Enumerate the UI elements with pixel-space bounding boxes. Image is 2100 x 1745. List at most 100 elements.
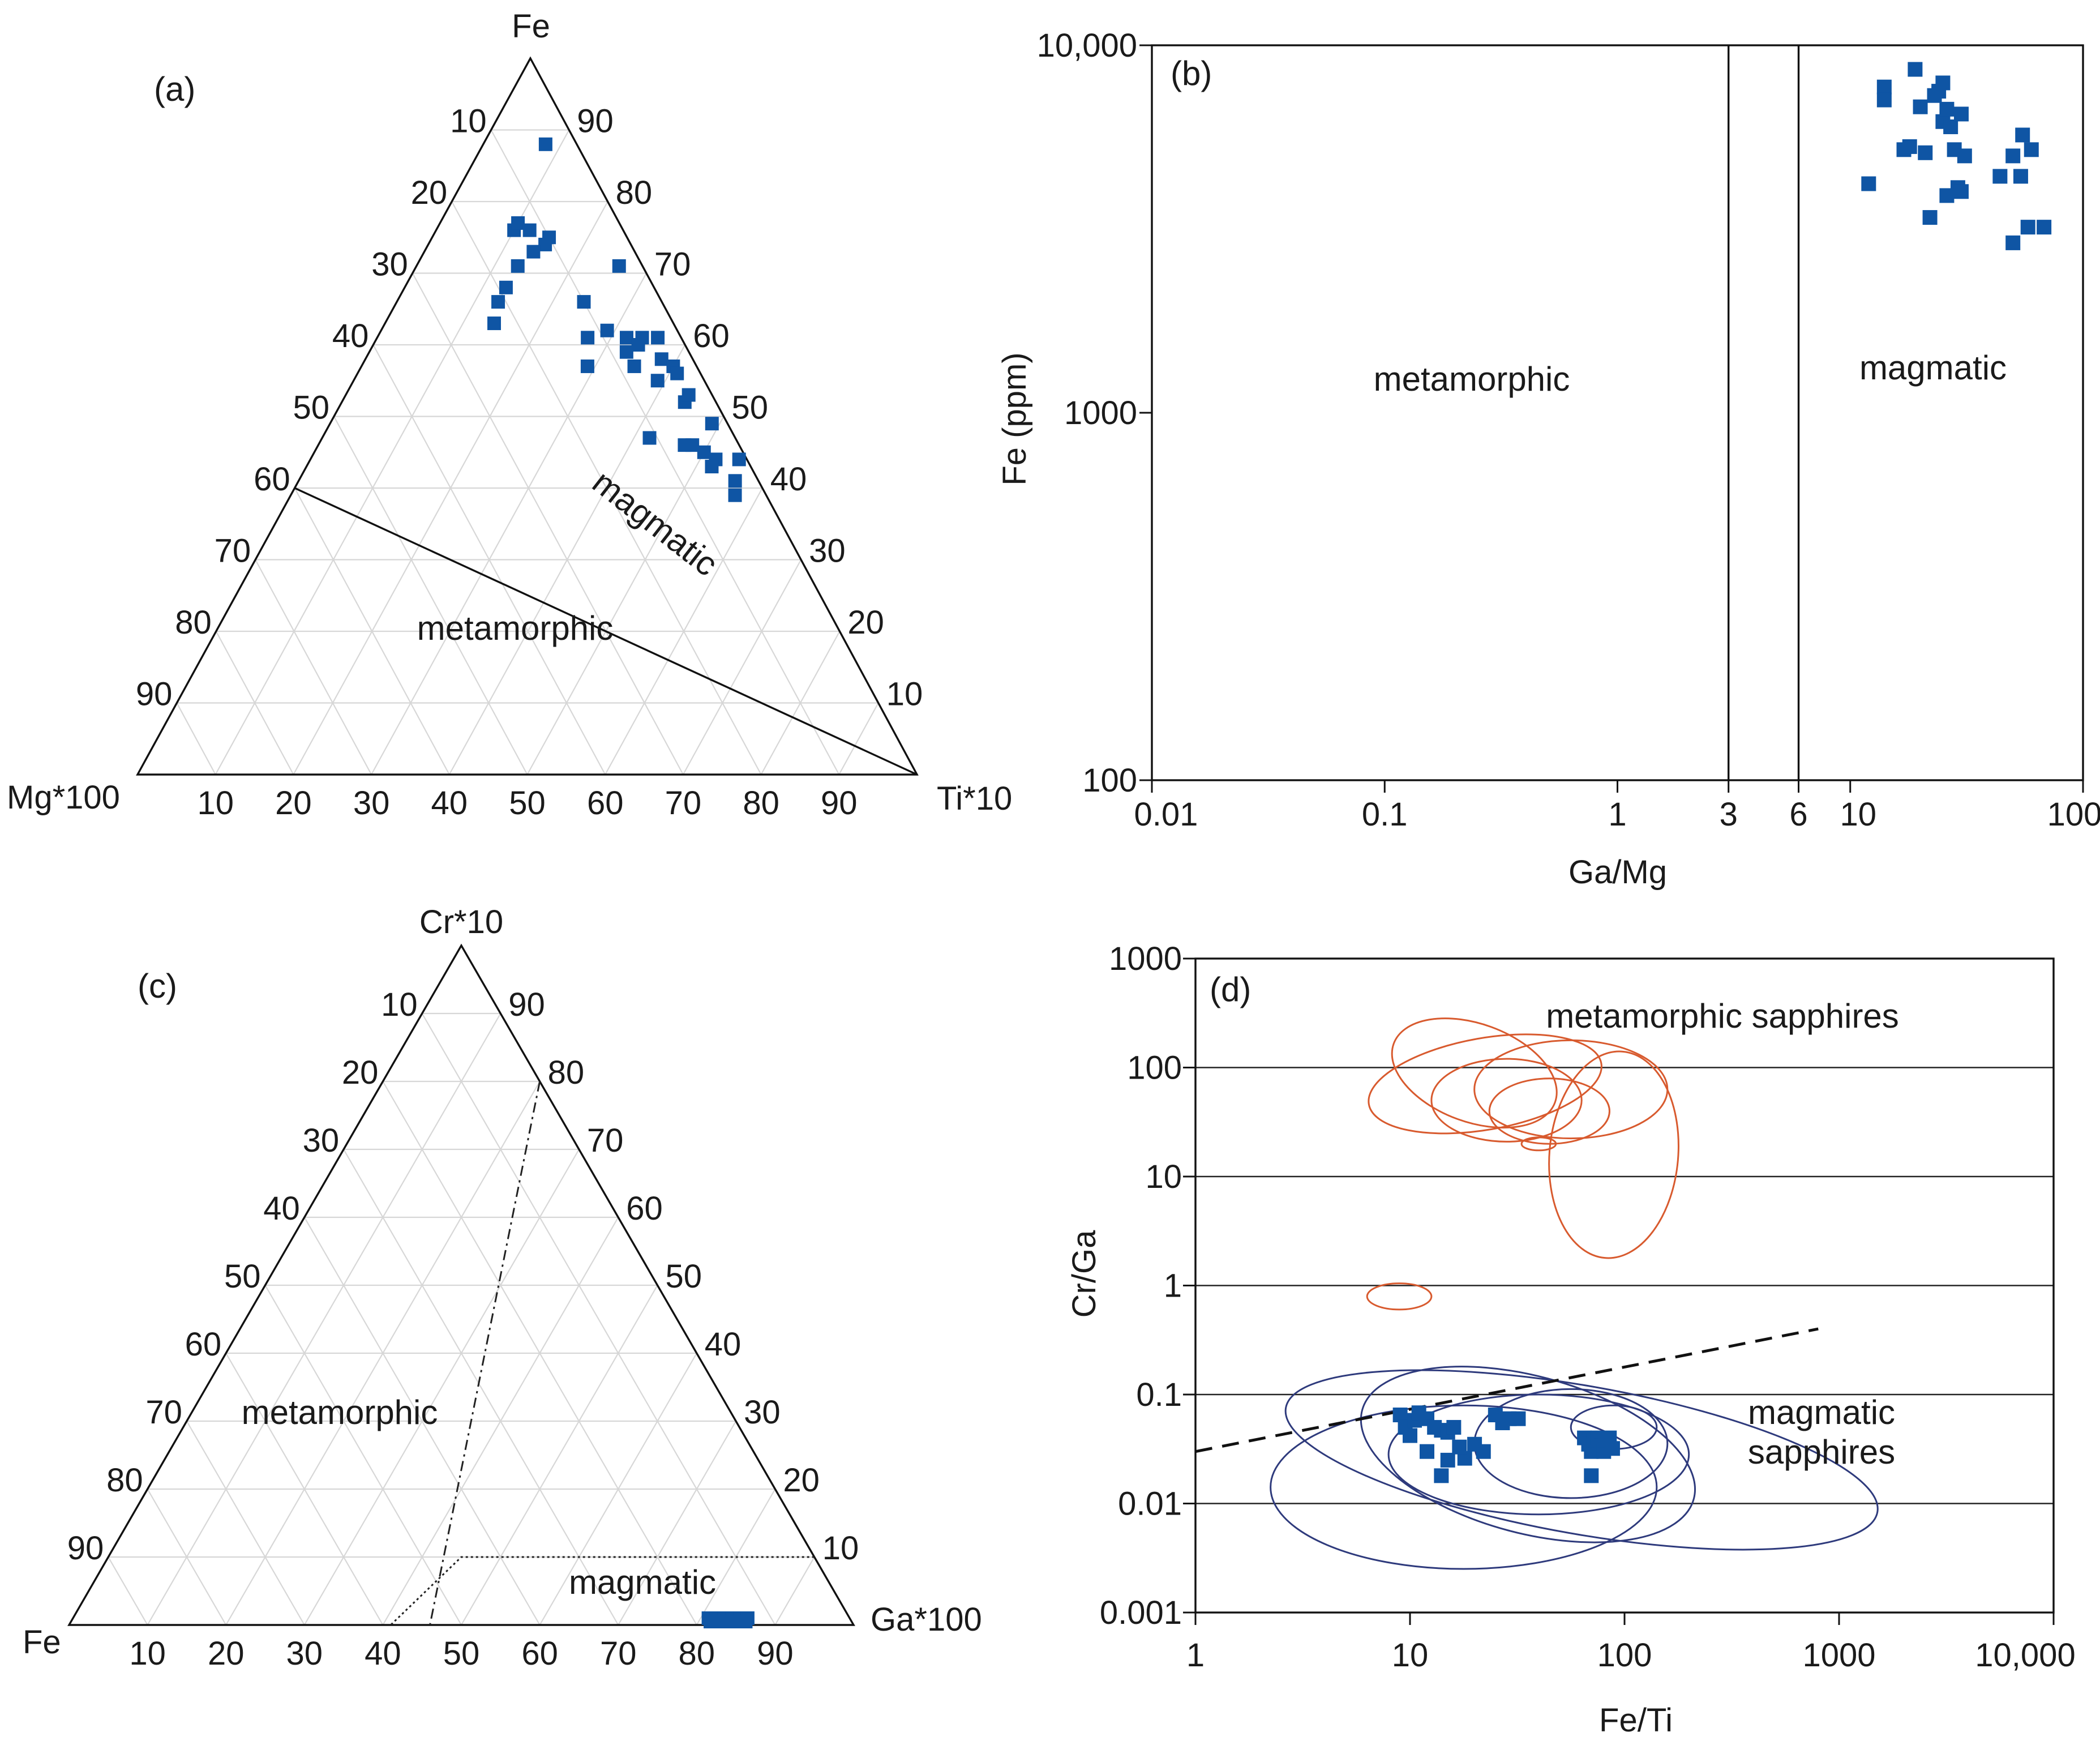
tick-label: 70 [665,785,702,822]
sample-point [619,331,633,345]
sample-point [577,295,591,309]
magmatic-field [1360,1366,1696,1543]
tick-label: 30 [744,1394,781,1431]
sample-point [1953,106,1969,122]
sample-point [511,216,525,230]
tick-label: 30 [371,246,408,283]
sample-point [1511,1411,1526,1426]
tick-label: 10 [129,1635,166,1672]
tick-label: 60 [185,1326,222,1363]
grid-line [186,1421,305,1626]
grid-line [333,416,528,775]
region-magmatic-label: magmatic [569,1563,716,1601]
panel-d-chart: 1 10 100 1000 10,000 0.0010.010.11101001000 … [1066,940,2076,1739]
grid-line [682,559,802,775]
sample-point [1440,1452,1455,1468]
sample-point [654,352,668,366]
y-axis-label-cr-ga: Cr/Ga [1066,1230,1103,1318]
tick-label: 70 [654,246,691,283]
metamorphic-field [1368,1033,1602,1135]
sample-point [538,237,552,251]
tick-label: 70 [600,1635,637,1672]
ternary-a-frame [136,56,919,776]
panel-a-label: (a) [154,70,195,108]
y-tick-label: 100 [1127,1050,1182,1087]
region-metamorphic-label: metamorphic [242,1393,438,1431]
sample-point [1392,1408,1408,1423]
sample-point [580,359,594,373]
vertex-fe-label: Fe [512,8,550,45]
sample-point [1452,1439,1467,1455]
tick-label: 60 [587,785,624,822]
region-magmatic-label-line1: magmatic [1748,1393,1895,1431]
plot-d-fields [1270,1017,1879,1570]
sample-point [2024,142,2039,157]
sample-point [1939,101,1955,117]
tick-label: 50 [509,785,546,822]
region-metamorphic-label: metamorphic [1374,360,1570,398]
tick-label: 60 [626,1190,663,1227]
region-metamorphic-label: metamorphic [417,609,614,647]
x-tick-label: 100 [1597,1637,1652,1674]
sample-point [728,488,742,502]
ternary-a-bottom-tick-labels: 10 20 30 40 50 60 70 80 90 [197,785,857,822]
x-tick-label: 1000 [1802,1637,1875,1674]
tick-label: 80 [548,1054,585,1091]
sample-point [526,245,541,259]
tick-label: 20 [847,604,884,641]
sample-point [728,474,742,488]
sample-point [705,417,719,431]
tick-label: 50 [293,390,329,426]
sample-point [732,452,746,467]
sample-point [1876,79,1892,95]
y-tick-label: 1000 [1109,940,1182,977]
tick-label: 90 [136,676,173,713]
region-magmatic-label: magmatic [1859,349,2007,387]
sample-point [1861,176,1876,191]
panel-d-label: (d) [1210,970,1251,1008]
sample-point [2005,148,2021,164]
sample-point [1992,169,2008,184]
sample-point [1876,92,1892,108]
sample-point [581,331,595,345]
sample-point [1908,62,1923,77]
tick-label: 40 [770,461,807,498]
sample-point [600,323,614,337]
sample-point [705,460,719,474]
tick-label: 40 [332,318,369,354]
metamorphic-field [1430,1058,1583,1143]
tick-label: 60 [693,318,730,354]
tick-label: 40 [263,1190,300,1227]
x-tick-label: 6 [1789,796,1807,833]
tick-label: 30 [303,1122,340,1159]
sample-point [2020,220,2035,235]
tick-label: 90 [757,1635,794,1672]
grid-line [147,1013,502,1626]
x-tick-label: 10 [1392,1637,1429,1674]
ternary-c-boundary-dashdot [429,1081,541,1626]
dashed-divider-line [1195,1327,1819,1453]
sample-point [650,374,665,388]
tick-label: 30 [809,533,846,570]
tick-label: 90 [577,103,614,140]
ternary-a-points [487,137,746,502]
plot-b-frame [1151,44,2084,781]
sample-point [511,259,525,273]
sample-point [1953,184,1969,199]
tick-label: 20 [342,1054,379,1091]
y-tick-label: 1000 [1064,395,1137,431]
sample-point [685,438,700,452]
grid-line [421,1013,776,1626]
sample-point [1446,1419,1462,1435]
sample-point [682,388,696,402]
y-axis-label-fe-ppm: Fe (ppm) [996,352,1033,485]
tick-label: 80 [106,1462,143,1499]
x-tick-label: 3 [1720,796,1738,833]
tick-label: 80 [175,604,212,641]
